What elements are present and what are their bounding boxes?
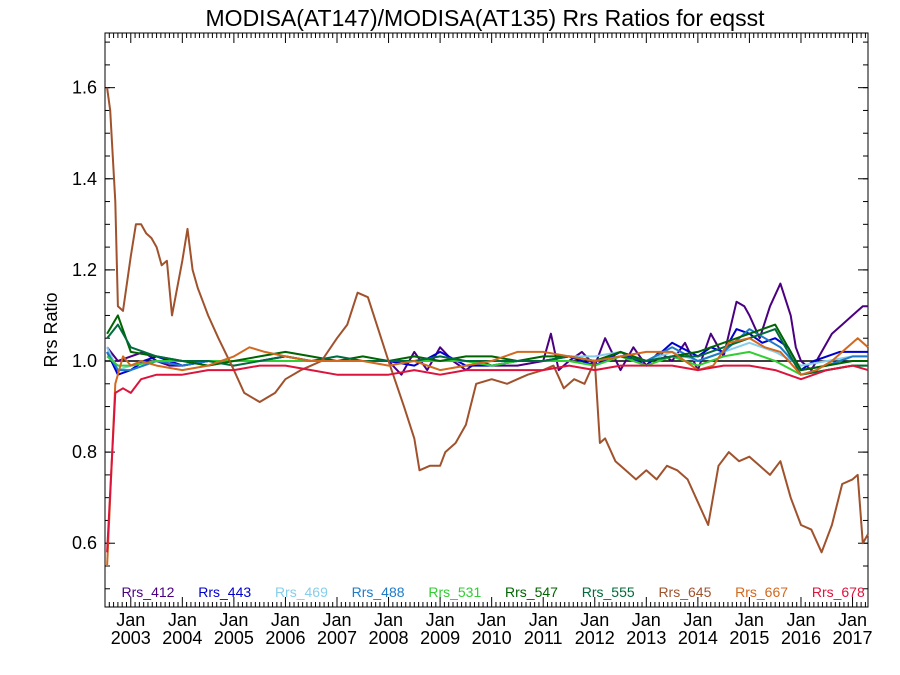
x-tick-label-year: 2012 [575, 628, 615, 648]
legend-entry: Rrs_645 [658, 584, 711, 600]
plot-area: 0.60.81.01.21.41.6Jan2003Jan2004Jan2005J… [72, 32, 873, 648]
x-tick-label-year: 2005 [214, 628, 254, 648]
legend-entry: Rrs_667 [735, 584, 788, 600]
x-tick-label-year: 2009 [420, 628, 460, 648]
x-tick-label-month: Jan [529, 610, 558, 630]
y-tick-label: 0.6 [72, 533, 97, 553]
x-tick-label-month: Jan [632, 610, 661, 630]
x-tick-label-year: 2008 [369, 628, 409, 648]
x-tick-label-year: 2013 [626, 628, 666, 648]
x-tick-label-month: Jan [322, 610, 351, 630]
y-tick-label: 1.4 [72, 169, 97, 189]
x-tick-label-month: Jan [683, 610, 712, 630]
x-tick-label-year: 2017 [833, 628, 873, 648]
x-tick-label-year: 2016 [781, 628, 821, 648]
x-tick-label-month: Jan [168, 610, 197, 630]
x-tick-label-year: 2006 [265, 628, 305, 648]
x-tick-label-year: 2015 [729, 628, 769, 648]
legend-entry: Rrs_412 [122, 584, 175, 600]
legend-entry: Rrs_469 [275, 584, 328, 600]
legend-entry: Rrs_488 [352, 584, 405, 600]
x-tick-label-year: 2011 [524, 628, 563, 648]
x-tick-label-month: Jan [735, 610, 764, 630]
x-tick-label-month: Jan [477, 610, 506, 630]
legend-entry: Rrs_678 [812, 584, 865, 600]
x-tick-label-year: 2003 [111, 628, 151, 648]
series-line-rrs_678 [106, 364, 869, 553]
y-tick-label: 1.6 [72, 78, 97, 98]
x-tick-label-month: Jan [426, 610, 455, 630]
series-line-rrs_645 [106, 87, 869, 554]
x-tick-label-year: 2007 [317, 628, 357, 648]
x-tick-label-year: 2014 [678, 628, 718, 648]
y-tick-label: 1.2 [72, 260, 97, 280]
legend-entry: Rrs_443 [198, 584, 251, 600]
x-tick-label-month: Jan [838, 610, 867, 630]
x-tick-label-month: Jan [219, 610, 248, 630]
legend-entry: Rrs_531 [428, 584, 481, 600]
chart-title: MODISA(AT147)/MODISA(AT135) Rrs Ratios f… [206, 5, 766, 31]
legend-entry: Rrs_555 [582, 584, 635, 600]
x-tick-label-month: Jan [374, 610, 403, 630]
x-tick-label-month: Jan [116, 610, 145, 630]
y-axis-label: Rrs Ratio [41, 292, 61, 367]
series-line-rrs_667 [106, 337, 869, 567]
x-tick-label-year: 2010 [472, 628, 512, 648]
legend-entry: Rrs_547 [505, 584, 558, 600]
y-tick-label: 1.0 [72, 351, 97, 371]
x-tick-label-month: Jan [271, 610, 300, 630]
x-tick-label-year: 2004 [162, 628, 202, 648]
y-tick-label: 0.8 [72, 442, 97, 462]
x-tick-label-month: Jan [786, 610, 815, 630]
plot-frame [104, 32, 869, 608]
x-tick-label-month: Jan [580, 610, 609, 630]
